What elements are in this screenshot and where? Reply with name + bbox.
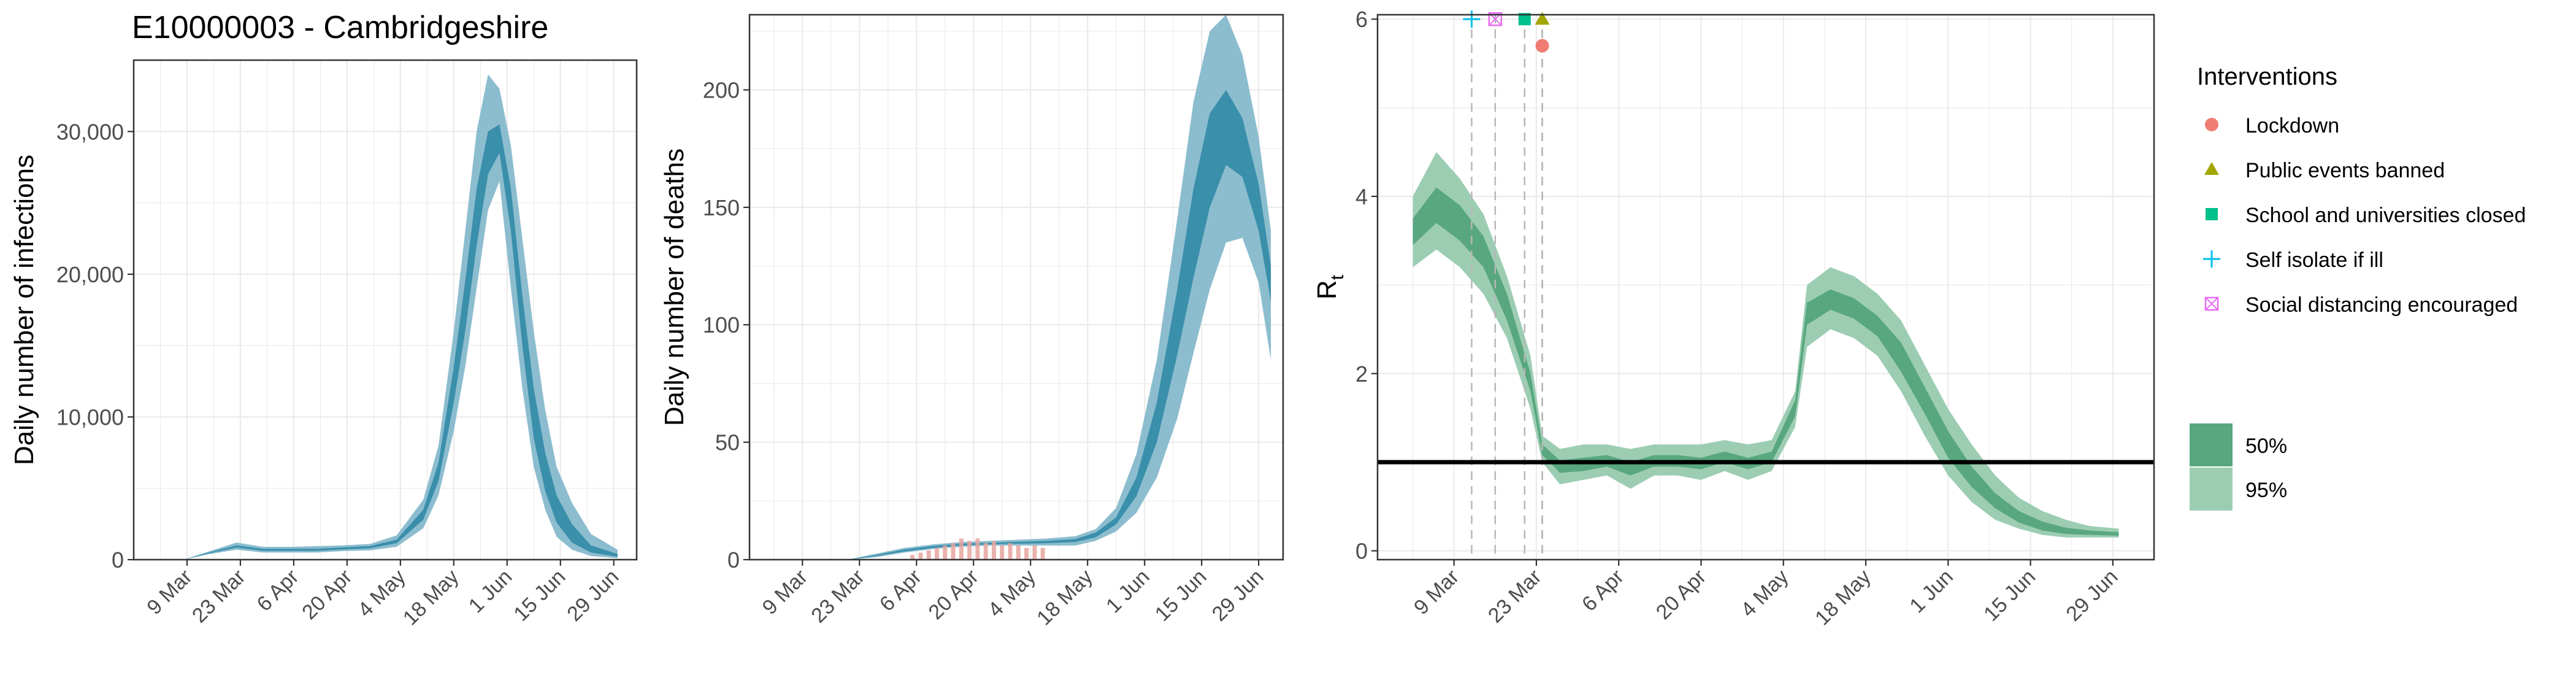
x-tick-label: 20 Apr bbox=[924, 565, 983, 624]
observed-death-bar bbox=[1016, 546, 1021, 560]
x-tick-label: 15 Jun bbox=[1151, 565, 1211, 626]
interventions bbox=[1463, 10, 1550, 560]
band-95 bbox=[847, 15, 1271, 560]
y-tick-label: 2 bbox=[1355, 361, 1368, 387]
intervention-marker-triangle bbox=[1535, 12, 1550, 25]
legend-marker-boxx-box bbox=[2204, 296, 2219, 311]
x-tick-label: 6 Apr bbox=[1577, 565, 1628, 616]
observed-death-bar bbox=[959, 538, 964, 560]
x-tick-label: 15 Jun bbox=[509, 565, 570, 626]
x-tick-label: 1 Jun bbox=[1102, 565, 1154, 618]
x-tick-label: 18 May bbox=[1811, 565, 1876, 630]
observed-death-bar bbox=[975, 538, 980, 560]
observed-death-bar bbox=[1040, 547, 1045, 560]
legend-label: School and universities closed bbox=[2245, 204, 2526, 227]
x-tick-label: 18 May bbox=[1032, 565, 1097, 630]
panel-border bbox=[748, 14, 1284, 561]
legend-swatch bbox=[2190, 468, 2233, 511]
figure-title: E10000003 - Cambridgeshire bbox=[132, 10, 548, 45]
x-tick-label: 23 Mar bbox=[1484, 565, 1546, 628]
x-tick-label: 6 Apr bbox=[253, 565, 304, 616]
y-tick-label: 4 bbox=[1355, 184, 1368, 209]
legend-marker-square bbox=[2206, 208, 2218, 220]
interventions-legend-items: Lockdown Public events banned School and u… bbox=[2203, 114, 2526, 317]
observed-deaths bbox=[910, 538, 1045, 560]
y-tick-label: 0 bbox=[1355, 539, 1368, 564]
legend-label: 95% bbox=[2245, 479, 2287, 502]
y-tick-label: 30,000 bbox=[56, 119, 124, 144]
intervention-marker-circle bbox=[1535, 39, 1549, 53]
x-tick-label: 20 Apr bbox=[1652, 565, 1711, 624]
observed-death-bar bbox=[967, 541, 972, 560]
y-tick-label: 100 bbox=[703, 312, 740, 338]
x-tick-label: 4 May bbox=[984, 565, 1040, 622]
y-axis-label-subscript: t bbox=[1327, 274, 1347, 280]
legend-marker-triangle bbox=[2204, 162, 2219, 175]
x-tick-label: 4 May bbox=[1736, 565, 1793, 622]
x-tick-label: 29 Jun bbox=[2061, 565, 2122, 626]
intervention-marker-plus bbox=[1463, 10, 1481, 28]
panel-border bbox=[132, 59, 638, 561]
y-axis-label: Daily number of deaths bbox=[659, 149, 689, 426]
legend-label: Social distancing encouraged bbox=[2245, 293, 2518, 317]
legend-swatch bbox=[2190, 423, 2233, 466]
intervention-marker-boxx-box bbox=[1488, 12, 1503, 26]
x-tick-label: 1 Jun bbox=[1905, 565, 1958, 618]
y-tick-label: 150 bbox=[703, 195, 740, 220]
observed-death-bar bbox=[1024, 547, 1029, 560]
y-axis-label: Rt bbox=[1312, 274, 1347, 299]
y-tick-label: 6 bbox=[1355, 7, 1368, 32]
legend-marker-circle bbox=[2205, 118, 2218, 131]
observed-death-bar bbox=[991, 541, 996, 560]
legend-label: Public events banned bbox=[2245, 159, 2445, 182]
observed-death-bar bbox=[1008, 543, 1013, 560]
x-tick-label: 29 Jun bbox=[562, 565, 623, 626]
x-tick-label: 18 May bbox=[399, 565, 464, 630]
observed-death-bar bbox=[1000, 546, 1005, 560]
y-tick-label: 0 bbox=[727, 547, 740, 573]
legend: Interventions Lockdown Public events bann… bbox=[2190, 63, 2526, 511]
x-tick-label: 20 Apr bbox=[297, 565, 356, 624]
x-tick-label: 9 Mar bbox=[758, 565, 812, 619]
band-legend: 50% 95% bbox=[2190, 423, 2287, 511]
rt-panel: 0 2 4 6 9 Mar 23 Mar 6 Apr 20 Apr 4 May 18 May 1 J… bbox=[1312, 7, 2155, 630]
observed-death-bar bbox=[910, 555, 915, 560]
y-tick-label: 200 bbox=[703, 77, 740, 102]
x-tick-label: 23 Mar bbox=[807, 565, 869, 628]
legend-label: Lockdown bbox=[2245, 114, 2339, 137]
observed-death-bar bbox=[918, 552, 923, 560]
observed-death-bar bbox=[934, 547, 939, 560]
x-tick-label: 6 Apr bbox=[875, 565, 926, 616]
observed-death-bar bbox=[951, 543, 956, 560]
observed-death-bar bbox=[983, 543, 988, 560]
band-50 bbox=[847, 90, 1271, 560]
legend-marker-boxx-d2 bbox=[2205, 297, 2218, 311]
observed-death-bar bbox=[926, 550, 931, 560]
x-tick-label: 23 Mar bbox=[188, 565, 250, 628]
x-tick-label: 9 Mar bbox=[1409, 565, 1463, 619]
x-tick-label: 15 Jun bbox=[1979, 565, 2040, 626]
observed-death-bar bbox=[1032, 546, 1037, 560]
y-tick-label: 0 bbox=[112, 547, 124, 573]
panel-border bbox=[1376, 14, 2155, 561]
x-tick-label: 1 Jun bbox=[464, 565, 517, 618]
y-tick-label: 50 bbox=[715, 430, 740, 455]
interventions-legend-title: Interventions bbox=[2197, 63, 2337, 90]
y-axis-label: Daily number of infections bbox=[9, 155, 39, 465]
x-tick-label: 29 Jun bbox=[1208, 565, 1268, 626]
intervention-marker-square bbox=[1518, 13, 1531, 26]
legend-marker-plus bbox=[2203, 250, 2220, 268]
legend-label: 50% bbox=[2245, 434, 2287, 458]
legend-label: Self isolate if ill bbox=[2245, 249, 2383, 272]
y-tick-label: 20,000 bbox=[56, 262, 124, 287]
y-tick-label: 10,000 bbox=[56, 404, 124, 430]
legend-marker-boxx bbox=[2204, 296, 2219, 311]
observed-death-bar bbox=[943, 546, 948, 560]
